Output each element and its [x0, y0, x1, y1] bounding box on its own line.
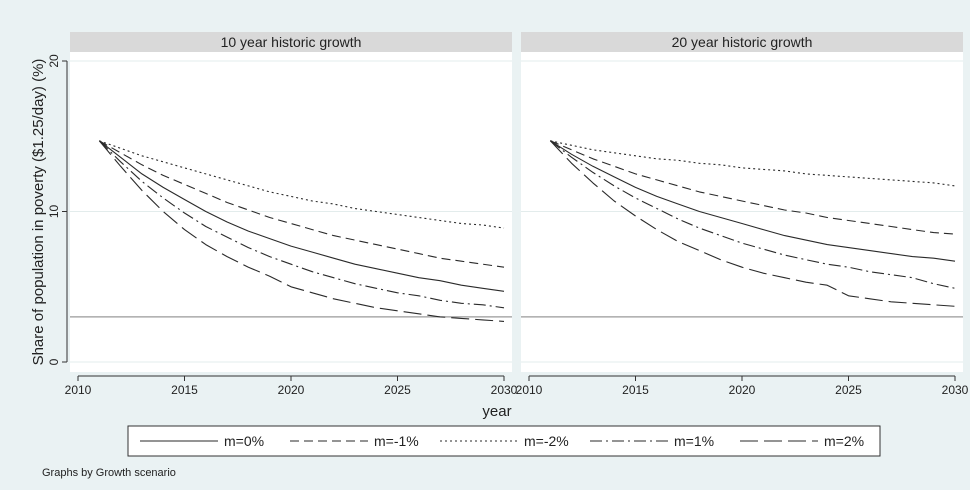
x-tick-label: 2030 [491, 383, 518, 397]
legend-label: m=0% [224, 433, 264, 449]
y-tick-label: 10 [47, 205, 61, 219]
x-tick-label: 2010 [516, 383, 543, 397]
y-axis-label: Share of population in poverty ($1.25/da… [30, 59, 47, 366]
series-line [550, 140, 956, 262]
panel-title-strip [521, 32, 963, 52]
x-tick-label: 2020 [729, 383, 756, 397]
series-line [98, 140, 505, 322]
legend-label: m=-2% [524, 433, 569, 449]
x-tick-label: 2010 [65, 383, 92, 397]
legend-label: m=1% [674, 433, 714, 449]
series-line [549, 140, 956, 289]
x-tick-label: 2015 [171, 383, 198, 397]
series-line [99, 140, 505, 229]
series-line [549, 140, 956, 307]
x-tick-label: 2025 [384, 383, 411, 397]
legend-label: m=2% [824, 433, 864, 449]
panel-title-strip [70, 32, 512, 52]
series-line [99, 140, 505, 268]
x-tick-label: 2025 [835, 383, 862, 397]
y-tick-label: 0 [47, 358, 61, 365]
y-tick-label: 20 [47, 54, 61, 68]
legend-label: m=-1% [374, 433, 419, 449]
x-tick-label: 2030 [942, 383, 969, 397]
panel-title: 20 year historic growth [672, 34, 813, 50]
x-axis-label: year [482, 403, 511, 420]
legend: m=0% m=-1% m=-2% m=1% m=2% [127, 425, 881, 457]
panel-2: 20 year historic growth 2010 2015 2020 2025 2… [516, 32, 969, 397]
series-line [98, 140, 505, 309]
series-line [550, 140, 956, 235]
graphs-by-note: Graphs by Growth scenario [42, 467, 176, 479]
panel-title: 10 year historic growth [221, 34, 362, 50]
x-tick-label: 2015 [622, 383, 649, 397]
series-line [98, 140, 505, 292]
x-tick-label: 2020 [278, 383, 305, 397]
